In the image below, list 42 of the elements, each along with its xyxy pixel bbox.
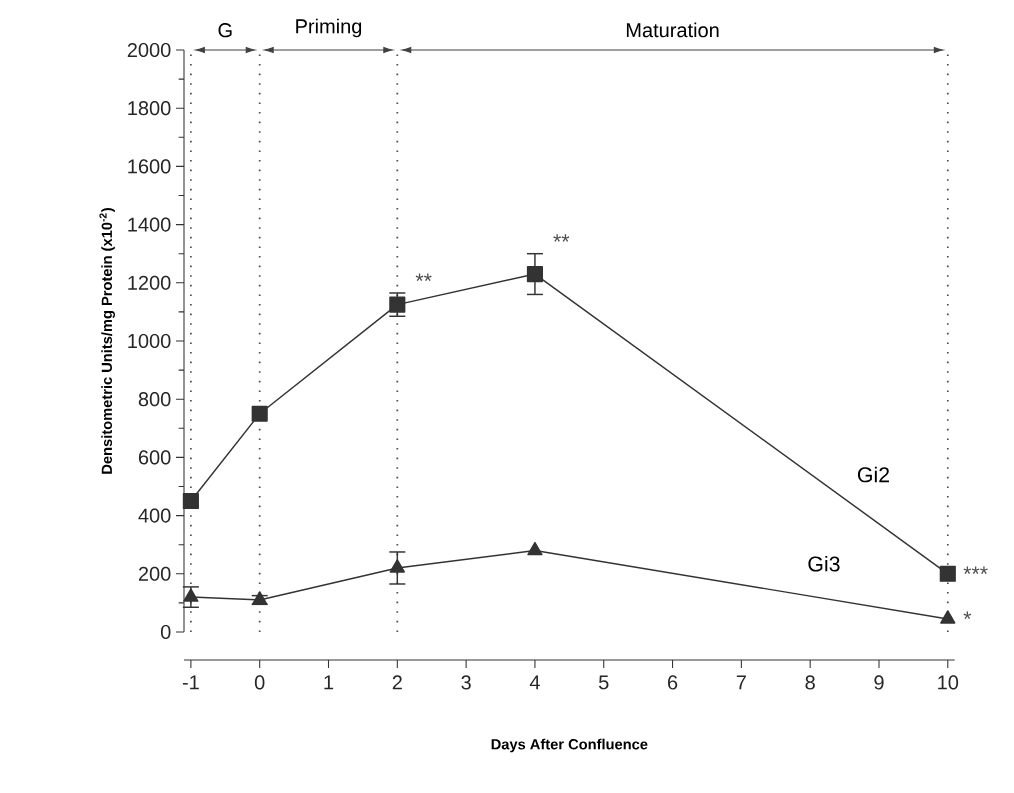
point <box>389 559 405 573</box>
point <box>526 266 544 283</box>
annotation: *** <box>963 566 988 574</box>
x-tick-label: 9 <box>874 675 884 690</box>
y-tick-label: 200 <box>138 566 171 581</box>
point <box>182 492 199 510</box>
y-tick-label: 1400 <box>128 217 171 232</box>
x-tick-label: -1 <box>182 675 199 690</box>
x-tick-label: 3 <box>461 675 471 690</box>
text: Priming <box>296 18 362 38</box>
annotation: ** <box>415 273 432 282</box>
y-tick-label: 1600 <box>128 159 171 174</box>
x-tick-label: 4 <box>529 675 540 690</box>
y-tick-label: 0 <box>160 624 171 640</box>
x-tick-label: 1 <box>324 675 334 690</box>
annotation: * <box>963 611 972 620</box>
x-tick-label: 6 <box>668 675 678 690</box>
text: Maturation <box>626 22 719 38</box>
point <box>251 405 268 422</box>
x-tick-label: 10 <box>938 675 959 690</box>
y-tick-label: 2000 <box>127 42 171 58</box>
x-tick-label: 8 <box>805 675 815 690</box>
x-tick-label: 0 <box>254 675 265 690</box>
x-tick-label: 5 <box>598 675 609 690</box>
series-label: Gi3 <box>808 555 840 572</box>
y-tick-label: 1800 <box>128 101 171 116</box>
point <box>939 565 956 582</box>
y-tick-label: 600 <box>138 450 171 465</box>
point <box>940 610 956 624</box>
y-axis-title: Densitometric Units/mg Protein (x10$^{-2}$) <box>99 208 115 474</box>
text: G <box>218 23 232 38</box>
y-tick-label: 400 <box>138 508 171 523</box>
series-label: Gi2 <box>857 466 890 483</box>
x-tick-label: 2 <box>392 675 402 690</box>
y-tick-label: 1200 <box>128 275 171 290</box>
annotation: ** <box>553 234 570 242</box>
point <box>527 541 543 556</box>
x-tick-label: 7 <box>736 675 746 690</box>
y-tick-label: 1000 <box>128 333 171 349</box>
y-tick-label: 800 <box>138 392 171 407</box>
point <box>389 296 406 313</box>
x-axis-title: Days After Confluence <box>491 738 648 753</box>
